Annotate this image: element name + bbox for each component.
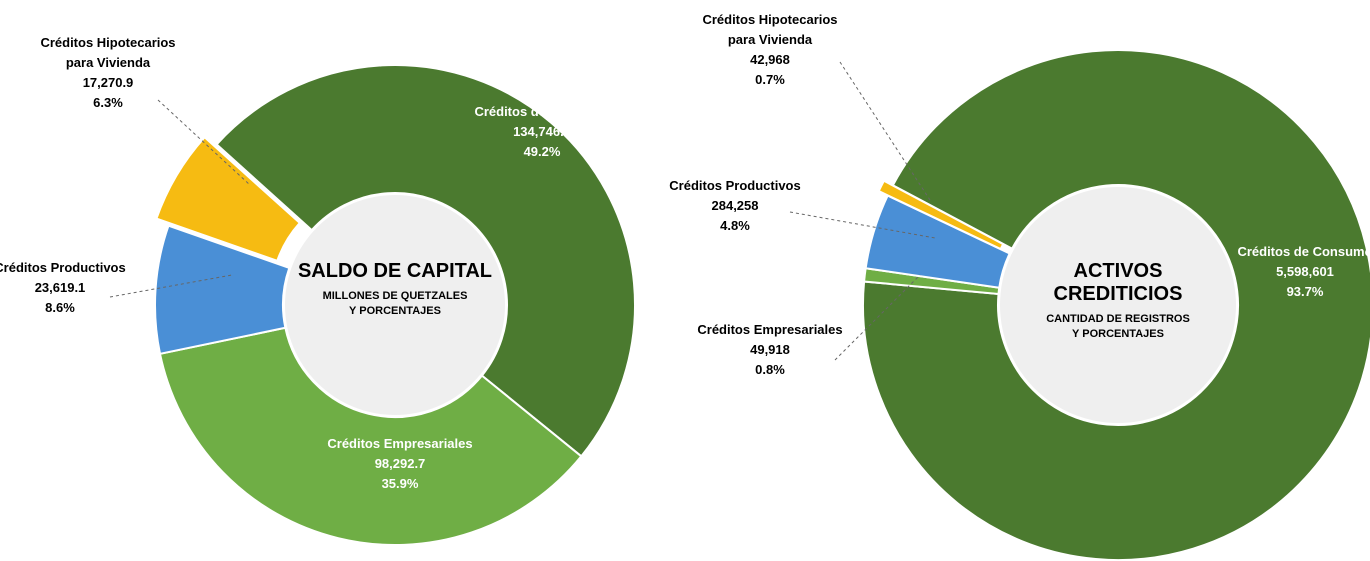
value-label: 49,918 bbox=[750, 342, 790, 357]
donut-slice bbox=[862, 49, 1370, 561]
donut-hole bbox=[285, 195, 505, 415]
center-title: ACTIVOS CREDITICIOS CANTIDAD DE REGISTROS… bbox=[1008, 260, 1228, 342]
data-label: Créditos Productivos 23,619.1 8.6% bbox=[0, 258, 135, 318]
chart-title: SALDO DE CAPITAL bbox=[297, 260, 493, 282]
value-label: 42,968 bbox=[750, 52, 790, 67]
donut-slice bbox=[158, 326, 583, 546]
center-title: SALDO DE CAPITAL MILLONES DE QUETZALES Y P… bbox=[285, 260, 505, 319]
value-label: 5,598,601 bbox=[1276, 264, 1334, 279]
chart-subtitle: Y PORCENTAJES bbox=[1072, 328, 1164, 340]
donut-slice bbox=[877, 179, 1005, 251]
data-label: Créditos Hipotecarios para Vivienda 17,27… bbox=[33, 33, 183, 113]
category-label: Créditos Empresariales bbox=[327, 436, 473, 451]
leader-line bbox=[834, 274, 921, 361]
percentage-label: 6.3% bbox=[93, 95, 123, 110]
chart-subtitle: Y PORCENTAJES bbox=[349, 305, 441, 317]
data-label: Créditos Productivos 284,258 4.8% bbox=[660, 176, 810, 236]
chart-subtitle: CANTIDAD DE REGISTROS bbox=[1046, 313, 1190, 325]
value-label: 17,270.9 bbox=[82, 75, 134, 90]
percentage-label: 49.2% bbox=[523, 144, 561, 159]
percentage-label: 35.9% bbox=[381, 476, 419, 491]
value-label: 284,258 bbox=[711, 198, 759, 213]
category-label: Créditos Hipotecarios para Vivienda bbox=[40, 35, 176, 70]
category-label: Créditos Empresariales bbox=[697, 322, 843, 337]
leader-line bbox=[839, 61, 931, 201]
category-label: Créditos Hipotecarios para Vivienda bbox=[702, 12, 838, 47]
leader-line bbox=[109, 274, 233, 298]
chart-title: ACTIVOS CREDITICIOS bbox=[1053, 260, 1183, 305]
donut-slice bbox=[215, 64, 636, 458]
data-label: Créditos de Consumo 134,746.1 49.2% bbox=[467, 102, 617, 162]
data-label: Créditos de Consumo 5,598,601 93.7% bbox=[1230, 242, 1370, 302]
percentage-label: 93.7% bbox=[1286, 284, 1324, 299]
category-label: Créditos de Consumo bbox=[1237, 244, 1370, 259]
donut-hole bbox=[1000, 187, 1236, 423]
donut-slice bbox=[154, 224, 291, 356]
data-label: Créditos Empresariales 98,292.7 35.9% bbox=[325, 434, 475, 494]
value-label: 98,292.7 bbox=[374, 456, 426, 471]
value-label: 134,746.1 bbox=[513, 124, 571, 139]
data-label: Créditos Empresariales 49,918 0.8% bbox=[695, 320, 845, 380]
category-label: Créditos Productivos bbox=[669, 178, 801, 193]
category-label: Créditos Productivos bbox=[0, 260, 126, 275]
percentage-label: 4.8% bbox=[720, 218, 750, 233]
donut-slice bbox=[155, 135, 302, 263]
percentage-label: 0.8% bbox=[755, 362, 785, 377]
leader-line bbox=[789, 211, 936, 239]
category-label: Créditos de Consumo bbox=[474, 104, 610, 119]
percentage-label: 0.7% bbox=[755, 72, 785, 87]
percentage-label: 8.6% bbox=[45, 300, 75, 315]
leader-line bbox=[157, 99, 251, 186]
data-label: Créditos Hipotecarios para Vivienda 42,96… bbox=[695, 10, 845, 90]
value-label: 23,619.1 bbox=[34, 280, 86, 295]
chart-subtitle: MILLONES DE QUETZALES bbox=[322, 290, 468, 302]
